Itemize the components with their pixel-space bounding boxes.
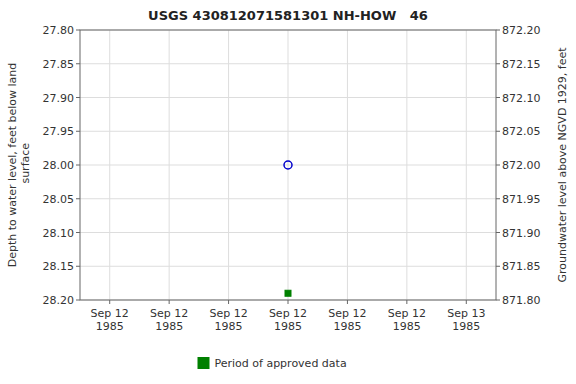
tick xyxy=(288,300,289,304)
tick-label: Sep 131985 xyxy=(447,307,485,333)
tick-label: 872.20 xyxy=(502,24,541,37)
tick-label: 28.00 xyxy=(43,159,75,172)
tick-label: 27.90 xyxy=(43,92,75,105)
grid-line xyxy=(347,30,348,300)
tick-label: 871.95 xyxy=(502,193,541,206)
tick xyxy=(496,232,500,233)
tick xyxy=(496,63,500,64)
tick-label: 871.85 xyxy=(502,260,541,273)
tick xyxy=(496,97,500,98)
tick-label: Sep 121985 xyxy=(209,307,247,333)
tick xyxy=(228,300,229,304)
tick-label: 872.00 xyxy=(502,159,541,172)
legend-swatch xyxy=(198,357,210,369)
tick xyxy=(496,198,500,199)
grid-line xyxy=(288,30,289,300)
tick xyxy=(466,300,467,304)
tick xyxy=(496,131,500,132)
tick-label: Sep 121985 xyxy=(328,307,366,333)
tick xyxy=(109,300,110,304)
tick-label: 28.05 xyxy=(43,193,75,206)
grid-line xyxy=(406,30,407,300)
legend: Period of approved data xyxy=(198,357,347,370)
tick xyxy=(496,266,500,267)
tick-label: 871.90 xyxy=(502,227,541,240)
tick xyxy=(76,30,80,31)
tick-label: 871.80 xyxy=(502,294,541,307)
tick-label: 872.10 xyxy=(502,92,541,105)
tick xyxy=(496,300,500,301)
tick-label: Sep 121985 xyxy=(150,307,188,333)
point xyxy=(285,290,291,296)
series xyxy=(284,161,292,169)
tick xyxy=(76,300,80,301)
tick-label: 27.95 xyxy=(43,125,75,138)
tick-label: 28.15 xyxy=(43,260,75,273)
grid-line xyxy=(466,30,467,300)
tick xyxy=(169,300,170,304)
tick-label: Sep 121985 xyxy=(269,307,307,333)
grid-line xyxy=(169,30,170,300)
point xyxy=(284,161,292,169)
tick-label: Sep 121985 xyxy=(388,307,426,333)
tick-label: 872.15 xyxy=(502,58,541,71)
tick xyxy=(76,232,80,233)
plot-frame xyxy=(80,30,496,300)
background xyxy=(0,0,576,384)
tick-label: 872.05 xyxy=(502,125,541,138)
tick-label: 28.20 xyxy=(43,294,75,307)
tick xyxy=(496,165,500,166)
series xyxy=(285,290,291,296)
axis-label: Groundwater level above NGVD 1929, feet xyxy=(556,47,569,283)
tick-label: Sep 121985 xyxy=(91,307,129,333)
chart: 27.80 27.85 27.90 27.95 28.00 28.05 28.10 28.15… xyxy=(0,0,576,384)
title: USGS 430812071581301 NH-HOW 46 xyxy=(148,8,428,23)
tick xyxy=(76,165,80,166)
grid-line xyxy=(109,30,110,300)
axes: 27.80 27.85 27.90 27.95 28.00 28.05 28.10 28.15… xyxy=(43,24,541,333)
tick-label: 28.10 xyxy=(43,227,75,240)
tick xyxy=(76,198,80,199)
grid xyxy=(80,30,496,300)
tick xyxy=(406,300,407,304)
tick xyxy=(76,266,80,267)
tick-label: 27.80 xyxy=(43,24,75,37)
tick xyxy=(76,63,80,64)
axis-label: Depth to water level, feet below land su… xyxy=(6,63,32,268)
tick xyxy=(76,131,80,132)
grid-line xyxy=(228,30,229,300)
marks xyxy=(284,161,292,296)
tick xyxy=(347,300,348,304)
tick xyxy=(76,97,80,98)
tick xyxy=(496,30,500,31)
tick-label: 27.85 xyxy=(43,58,75,71)
legend-label: Period of approved data xyxy=(215,357,347,370)
